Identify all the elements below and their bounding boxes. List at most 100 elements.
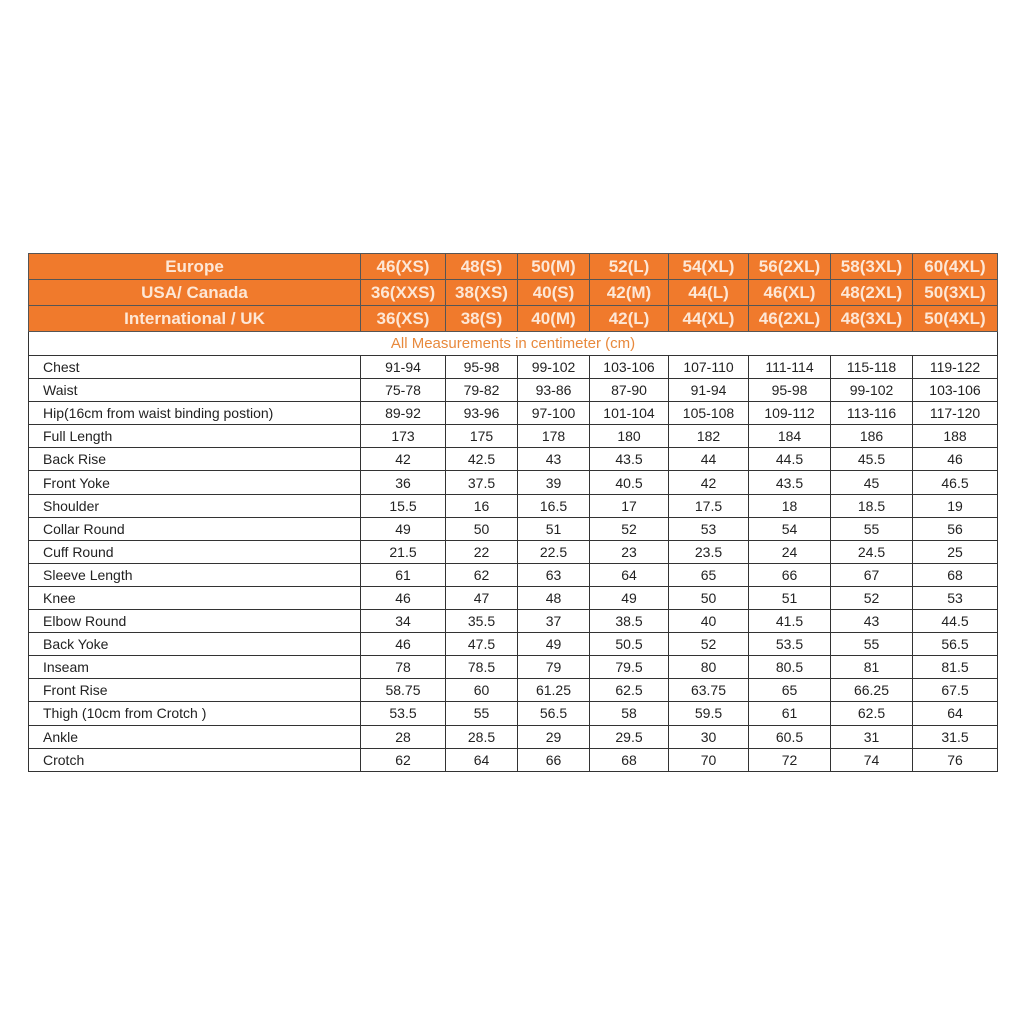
measurement-value: 186 bbox=[830, 424, 913, 449]
measurement-value: 24.5 bbox=[830, 539, 913, 564]
table-row: Front Yoke 36 37.5 39 40.5 42 43.5 45 46.5 bbox=[28, 470, 998, 495]
size-cell: 36(XXS) bbox=[360, 279, 446, 306]
measurement-label: Waist bbox=[28, 378, 361, 403]
measurement-value: 28.5 bbox=[445, 724, 518, 749]
measurement-value: 117-120 bbox=[912, 401, 998, 426]
table-row: Hip(16cm from waist binding postion) 89-9… bbox=[28, 401, 998, 426]
measurement-value: 79.5 bbox=[589, 655, 669, 680]
measurement-value: 62.5 bbox=[589, 678, 669, 703]
measurement-value: 97-100 bbox=[517, 401, 590, 426]
size-cell: 50(3XL) bbox=[912, 279, 998, 306]
measurement-value: 48 bbox=[517, 585, 590, 611]
measurement-value: 64 bbox=[589, 562, 669, 587]
measurement-value: 95-98 bbox=[445, 354, 518, 380]
measurement-value: 43 bbox=[830, 609, 913, 634]
measurement-value: 58.75 bbox=[360, 678, 446, 703]
table-row: Waist 75-78 79-82 93-86 87-90 91-94 95-98 99-10… bbox=[28, 378, 998, 403]
measurement-value: 182 bbox=[668, 424, 749, 449]
size-cell: 50(M) bbox=[517, 253, 590, 280]
size-cell: 54(XL) bbox=[668, 253, 749, 280]
measurement-value: 95-98 bbox=[748, 378, 831, 403]
measurement-value: 43 bbox=[517, 447, 590, 472]
measurement-value: 74 bbox=[830, 747, 913, 772]
measurement-value: 107-110 bbox=[668, 354, 749, 380]
size-cell: 48(S) bbox=[445, 253, 518, 280]
units-subtitle: All Measurements in centimeter (cm) bbox=[28, 331, 998, 356]
measurement-value: 44.5 bbox=[912, 609, 998, 634]
measurement-value: 55 bbox=[445, 701, 518, 726]
measurement-value: 61 bbox=[748, 701, 831, 726]
measurement-label: Front Yoke bbox=[28, 470, 361, 495]
size-cell: 40(S) bbox=[517, 279, 590, 306]
measurement-value: 49 bbox=[517, 632, 590, 657]
measurement-value: 175 bbox=[445, 424, 518, 449]
table-row: Inseam 78 78.5 79 79.5 80 80.5 81 81.5 bbox=[28, 655, 998, 680]
measurement-value: 105-108 bbox=[668, 401, 749, 426]
measurement-value: 76 bbox=[912, 747, 998, 772]
measurement-value: 40 bbox=[668, 609, 749, 634]
measurement-value: 41.5 bbox=[748, 609, 831, 634]
measurement-value: 188 bbox=[912, 424, 998, 449]
measurement-value: 56.5 bbox=[517, 701, 590, 726]
measurement-value: 49 bbox=[360, 516, 446, 541]
measurement-value: 81 bbox=[830, 655, 913, 680]
measurement-value: 24 bbox=[748, 539, 831, 564]
size-cell: 46(XL) bbox=[748, 279, 831, 306]
measurement-value: 31 bbox=[830, 724, 913, 749]
region-label: USA/ Canada bbox=[28, 279, 361, 306]
measurement-value: 22.5 bbox=[517, 539, 590, 564]
table-row: Ankle 28 28.5 29 29.5 30 60.5 31 31.5 bbox=[28, 724, 998, 749]
measurement-value: 50 bbox=[445, 516, 518, 541]
measurement-value: 43.5 bbox=[748, 470, 831, 495]
measurement-value: 52 bbox=[830, 585, 913, 611]
measurement-label: Thigh (10cm from Crotch ) bbox=[28, 701, 361, 726]
measurement-value: 61 bbox=[360, 562, 446, 587]
measurement-label: Full Length bbox=[28, 424, 361, 449]
measurement-value: 62 bbox=[445, 562, 518, 587]
measurement-value: 47 bbox=[445, 585, 518, 611]
size-cell: 46(2XL) bbox=[748, 305, 831, 332]
measurement-label: Front Rise bbox=[28, 678, 361, 703]
measurement-value: 19 bbox=[912, 493, 998, 518]
measurement-label: Chest bbox=[28, 354, 361, 380]
table-row: Crotch 62 64 66 68 70 72 74 76 bbox=[28, 747, 998, 772]
table-row: Elbow Round 34 35.5 37 38.5 40 41.5 43 44.5 bbox=[28, 609, 998, 634]
measurement-value: 61.25 bbox=[517, 678, 590, 703]
table-row: Chest 91-94 95-98 99-102 103-106 107-110 111-1… bbox=[28, 354, 998, 380]
size-header-row: Europe 46(XS) 48(S) 50(M) 52(L) 54(XL) 56(2XL)… bbox=[28, 253, 998, 280]
measurement-value: 43.5 bbox=[589, 447, 669, 472]
measurement-value: 29.5 bbox=[589, 724, 669, 749]
measurement-value: 115-118 bbox=[830, 354, 913, 380]
measurement-value: 52 bbox=[589, 516, 669, 541]
measurement-value: 23 bbox=[589, 539, 669, 564]
measurement-value: 25 bbox=[912, 539, 998, 564]
measurement-value: 64 bbox=[912, 701, 998, 726]
measurement-value: 87-90 bbox=[589, 378, 669, 403]
table-row: Front Rise 58.75 60 61.25 62.5 63.75 65 66.25 67… bbox=[28, 678, 998, 703]
measurement-value: 17.5 bbox=[668, 493, 749, 518]
measurement-value: 63.75 bbox=[668, 678, 749, 703]
measurement-value: 70 bbox=[668, 747, 749, 772]
size-cell: 60(4XL) bbox=[912, 253, 998, 280]
subtitle-row: All Measurements in centimeter (cm) bbox=[28, 331, 998, 356]
measurement-value: 99-102 bbox=[517, 354, 590, 380]
measurement-value: 30 bbox=[668, 724, 749, 749]
measurement-value: 111-114 bbox=[748, 354, 831, 380]
table-row: Back Rise 42 42.5 43 43.5 44 44.5 45.5 46 bbox=[28, 447, 998, 472]
measurement-value: 44 bbox=[668, 447, 749, 472]
size-cell: 48(2XL) bbox=[830, 279, 913, 306]
measurement-value: 89-92 bbox=[360, 401, 446, 426]
measurement-value: 56 bbox=[912, 516, 998, 541]
measurement-value: 62.5 bbox=[830, 701, 913, 726]
size-cell: 42(M) bbox=[589, 279, 669, 306]
measurement-value: 180 bbox=[589, 424, 669, 449]
measurement-label: Hip(16cm from waist binding postion) bbox=[28, 401, 361, 426]
measurement-value: 75-78 bbox=[360, 378, 446, 403]
measurement-value: 60 bbox=[445, 678, 518, 703]
measurement-value: 64 bbox=[445, 747, 518, 772]
table-row: Back Yoke 46 47.5 49 50.5 52 53.5 55 56.5 bbox=[28, 632, 998, 657]
measurement-value: 44.5 bbox=[748, 447, 831, 472]
size-header-row: International / UK 36(XS) 38(S) 40(M) 42(L) 4… bbox=[28, 305, 998, 332]
measurement-value: 51 bbox=[517, 516, 590, 541]
measurement-value: 46.5 bbox=[912, 470, 998, 495]
